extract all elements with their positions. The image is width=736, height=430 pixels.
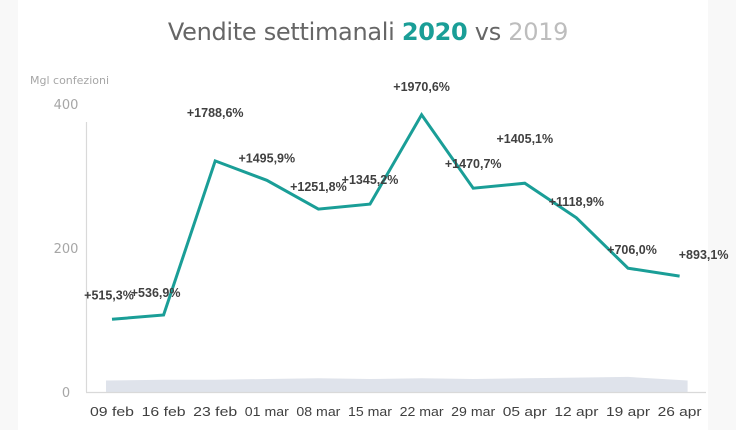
data-labels: +515,3%+536,9%+1788,6%+1495,9%+1251,8%+1… <box>84 80 728 302</box>
data-label-2020: +1345,2% <box>342 173 399 187</box>
x-tick-label: 01 mar <box>245 404 290 419</box>
x-tick-label: 22 mar <box>400 404 445 419</box>
data-label-2020: +706,0% <box>607 243 657 257</box>
chart-panel <box>18 0 708 430</box>
line-2020 <box>111 112 680 321</box>
title-year-2020: 2020 <box>401 18 468 46</box>
x-tick-label: 23 feb <box>193 404 237 419</box>
data-label-2020: +1970,6% <box>393 80 450 94</box>
data-label-2020: +1495,9% <box>238 151 295 165</box>
x-tick-label: 08 mar <box>296 404 341 419</box>
x-tick-label: 15 mar <box>348 404 393 419</box>
line-2020-layer <box>111 112 680 321</box>
y-tick-label: 200 <box>54 242 79 257</box>
area-2019-layer <box>106 376 688 392</box>
chart-title: Vendite settimanali 2020 vs 2019 <box>0 18 736 46</box>
data-label-2020: +1788,6% <box>187 106 244 120</box>
title-vs: vs <box>474 18 501 46</box>
x-tick-label: 16 feb <box>142 404 186 419</box>
x-tick-label: 09 feb <box>90 404 134 419</box>
x-tick-label: 12 apr <box>554 404 599 419</box>
x-tick-label: 05 apr <box>503 404 548 419</box>
title-prefix: Vendite settimanali <box>167 18 395 46</box>
area-2019 <box>106 376 688 392</box>
x-tick-label: 29 mar <box>451 404 496 419</box>
x-ticks: 09 feb 16 feb 23 feb 01 mar 08 mar 15 mar 22 m… <box>90 404 702 419</box>
data-label-2020: +1251,8% <box>290 180 347 194</box>
x-tick-label: 26 apr <box>658 404 703 419</box>
data-label-2020: +536,9% <box>131 286 181 300</box>
y-tick-label: 0 <box>62 386 70 401</box>
data-label-2020: +1118,9% <box>549 195 604 209</box>
title-year-2019: 2019 <box>508 18 569 46</box>
data-label-2020: +1405,1% <box>496 132 553 146</box>
y-tick-label: 400 <box>54 98 79 113</box>
data-label-2020: +1470,7% <box>445 157 502 171</box>
y-ticks: 0 200 400 <box>54 98 79 401</box>
data-label-2020: +893,1% <box>679 248 729 262</box>
x-tick-label: 19 apr <box>606 404 651 419</box>
y-axis-label: Mgl confezioni <box>30 74 110 87</box>
data-label-2020: +515,3% <box>84 288 134 302</box>
